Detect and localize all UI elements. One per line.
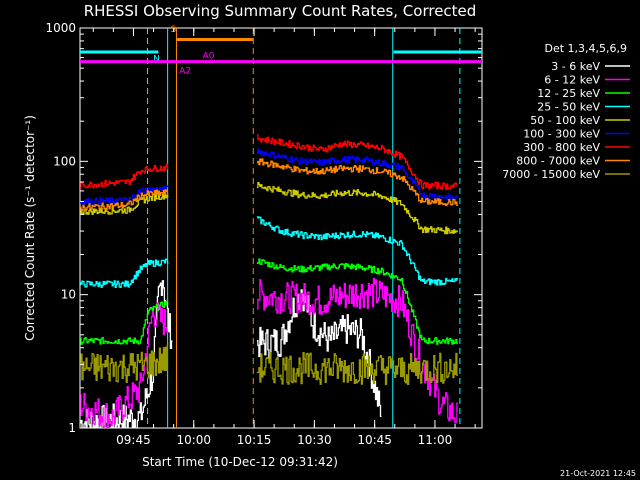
status-bar-label: N	[153, 55, 160, 65]
legend-label: 25 - 50 keV	[537, 101, 600, 114]
legend-label: 100 - 300 keV	[523, 128, 600, 141]
series-line	[256, 352, 458, 386]
status-bar-label: A0	[203, 52, 215, 62]
series-line	[256, 216, 458, 286]
legend-label: 6 - 12 keV	[544, 74, 600, 87]
series-line	[80, 189, 169, 211]
attenuator-bars: NSA2A0	[80, 25, 482, 77]
x-tick-label: 10:45	[357, 433, 392, 447]
series-line	[256, 148, 458, 201]
y-axis-label: Corrected Count Rate (s⁻¹ detector⁻¹)	[23, 115, 37, 341]
legend-label: 3 - 6 keV	[551, 60, 600, 73]
series-line	[80, 299, 169, 345]
legend-label: 800 - 7000 keV	[516, 155, 600, 168]
series-line	[256, 134, 458, 190]
series-line	[256, 258, 458, 345]
series-line	[80, 185, 169, 206]
legend-label: 300 - 800 keV	[523, 141, 600, 154]
series-line	[256, 289, 382, 418]
chart-title: RHESSI Observing Summary Count Rates, Co…	[84, 2, 477, 20]
series-line	[80, 343, 169, 383]
status-bar-label: A2	[179, 67, 191, 77]
series-line	[80, 302, 169, 428]
series-line	[80, 258, 169, 289]
legend-label: 7000 - 15000 keV	[502, 168, 600, 181]
y-tick-label: 1000	[45, 21, 76, 35]
series-line	[256, 158, 458, 207]
y-tick-label: 10	[61, 288, 76, 302]
y-tick-label: 100	[53, 154, 76, 168]
footer-date: 21-Oct-2021 12:45	[560, 469, 636, 478]
series-layer	[80, 134, 458, 428]
x-tick-label: 11:00	[418, 433, 453, 447]
x-tick-label: 10:30	[297, 433, 332, 447]
legend-label: 50 - 100 keV	[530, 114, 600, 127]
series-line	[256, 277, 458, 424]
x-axis-label: Start Time (10-Dec-12 09:31:42)	[142, 455, 338, 469]
x-axis: 09:45 10:00 10:15 10:30 10:45 11:00	[92, 28, 476, 447]
y-tick-label: 1	[68, 421, 76, 435]
legend-label: 12 - 25 keV	[537, 87, 600, 100]
x-tick-label: 09:45	[116, 433, 151, 447]
legend-title: Det 1,3,4,5,6,9	[544, 42, 627, 55]
y-axis: 1 10 100 1000	[45, 21, 482, 435]
series-line	[256, 182, 458, 235]
x-tick-label: 10:15	[237, 433, 272, 447]
x-tick-label: 10:00	[176, 433, 211, 447]
plot-frame	[79, 27, 483, 429]
series-line	[80, 163, 169, 189]
